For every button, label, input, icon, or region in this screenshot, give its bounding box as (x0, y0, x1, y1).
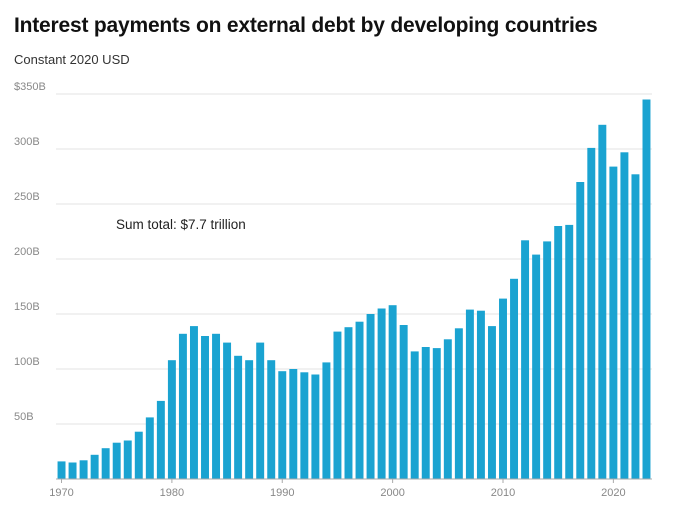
bar-2020 (609, 166, 618, 479)
bars (57, 99, 651, 480)
bar-1996 (344, 327, 353, 479)
bar-2015 (554, 226, 563, 479)
bar-1991 (289, 369, 298, 479)
gridlines (56, 93, 652, 425)
bar-1971 (68, 462, 77, 479)
bar-2016 (565, 224, 574, 479)
bar-1998 (366, 314, 375, 479)
y-tick-label: $350B (14, 81, 46, 93)
y-tick-label: 50B (14, 411, 34, 423)
y-tick-label: 150B (14, 301, 40, 313)
bar-1980 (167, 360, 176, 479)
bar-1973 (90, 454, 99, 479)
x-tick-label: 2010 (491, 487, 515, 499)
chart-subtitle: Constant 2020 USD (14, 52, 130, 67)
bar-2011 (510, 278, 519, 479)
bar-2018 (587, 147, 596, 479)
x-tick-label: 2020 (601, 487, 625, 499)
bar-2001 (399, 325, 408, 479)
y-tick-label: 100B (14, 356, 40, 368)
x-tick-label: 1990 (270, 487, 294, 499)
bar-2023 (642, 99, 651, 479)
bar-1970 (57, 461, 66, 479)
sum-total-annotation: Sum total: $7.7 trillion (116, 217, 246, 232)
bar-1992 (300, 372, 309, 479)
bar-2013 (532, 254, 541, 479)
bar-2002 (410, 351, 419, 479)
bar-2006 (454, 328, 463, 479)
x-tick-label: 1980 (160, 487, 184, 499)
bar-2021 (620, 152, 629, 480)
bar-1979 (156, 400, 165, 479)
x-tick-label: 1970 (49, 487, 73, 499)
bar-1972 (79, 460, 88, 479)
y-tick-label: 250B (14, 191, 40, 203)
bar-1999 (377, 308, 386, 479)
bar-1974 (101, 448, 110, 479)
y-axis-labels: 50B 100B 150B 200B 250B 300B $350B (14, 81, 46, 423)
bar-1978 (145, 417, 154, 479)
bar-2010 (499, 298, 507, 479)
bar-1982 (189, 326, 198, 479)
bar-2008 (476, 310, 485, 479)
bar-1989 (267, 360, 276, 479)
bar-2003 (421, 347, 430, 479)
bar-1977 (134, 431, 143, 479)
bar-1981 (178, 333, 187, 479)
bar-1988 (256, 342, 265, 479)
bar-1985 (223, 342, 232, 479)
bar-2012 (521, 240, 530, 479)
bar-2004 (432, 348, 441, 479)
bar-2022 (631, 174, 640, 480)
bar-1990 (278, 371, 287, 479)
bar-1984 (212, 333, 221, 479)
bar-2009 (487, 326, 496, 479)
bar-1993 (311, 374, 320, 479)
bar-2007 (465, 309, 474, 479)
bar-2005 (443, 339, 452, 479)
bar-1976 (123, 440, 132, 479)
bar-1997 (355, 321, 364, 479)
bar-1987 (245, 360, 254, 479)
bar-1995 (333, 331, 342, 479)
bar-1994 (322, 362, 331, 479)
x-tick-label: 2000 (380, 487, 404, 499)
bar-1975 (112, 442, 121, 479)
x-axis-labels: 1970 1980 1990 2000 2010 2020 (49, 479, 626, 499)
bar-2000 (388, 305, 397, 479)
bar-2014 (543, 241, 552, 479)
bar-2017 (576, 182, 585, 479)
bar-2019 (598, 124, 607, 480)
y-tick-label: 300B (14, 136, 40, 148)
chart-title: Interest payments on external debt by de… (14, 14, 598, 37)
bar-1983 (201, 336, 209, 479)
y-tick-label: 200B (14, 246, 40, 258)
bar-1986 (234, 355, 243, 479)
